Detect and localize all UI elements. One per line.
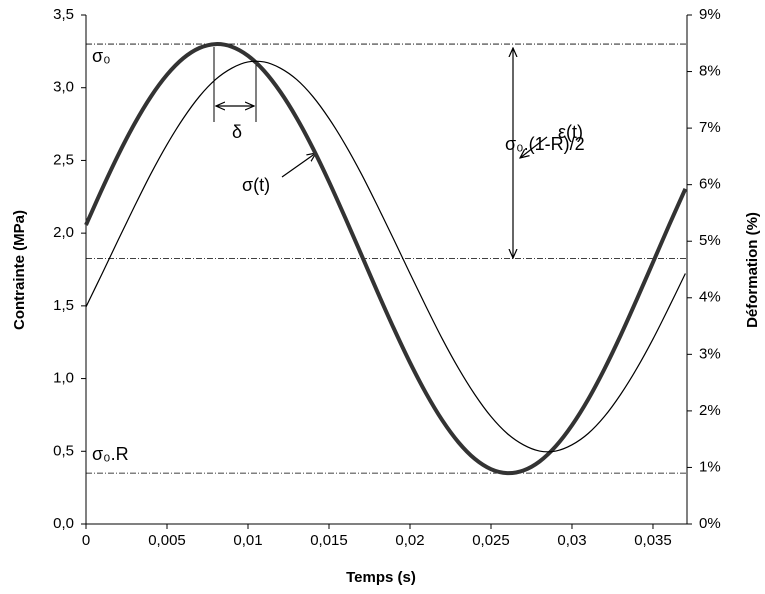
y2-axis-title: Déformation (%) <box>744 212 761 328</box>
y-axis-title: Contrainte (MPa) <box>11 210 28 330</box>
y2-tick-label: 7% <box>699 119 721 136</box>
y2-tick-label: 3% <box>699 345 721 362</box>
y-tick-label: 2,0 <box>53 224 74 241</box>
series-label: ε(t) <box>558 122 583 142</box>
series-line <box>85 60 686 453</box>
y-tick-label: 1,5 <box>53 297 74 314</box>
label-arrow <box>520 136 548 158</box>
x-tick-label: 0,035 <box>634 532 672 549</box>
y-tick-label: 1,0 <box>53 370 74 387</box>
label-arrow <box>281 153 316 178</box>
y-tick-label: 2,5 <box>53 151 74 168</box>
annotation: δ <box>232 122 242 142</box>
y2-tick-label: 9% <box>699 6 721 23</box>
x-tick-label: 0 <box>82 532 90 549</box>
x-tick-label: 0,02 <box>395 532 424 549</box>
annotation: σ₀ <box>92 46 111 66</box>
series-line <box>84 42 688 476</box>
y2-tick-label: 8% <box>699 63 721 80</box>
annotation: σ₀.R <box>92 444 129 464</box>
y-tick-label: 3,0 <box>53 79 74 96</box>
y2-tick-label: 5% <box>699 232 721 249</box>
annotation: σ₀.(1-R)/2 <box>505 134 585 154</box>
series-label: σ(t) <box>242 175 270 195</box>
y-tick-label: 0,0 <box>53 515 74 532</box>
y2-tick-label: 2% <box>699 402 721 419</box>
x-tick-label: 0,025 <box>472 532 510 549</box>
y2-tick-label: 4% <box>699 289 721 306</box>
y2-tick-label: 1% <box>699 458 721 475</box>
y2-tick-label: 6% <box>699 176 721 193</box>
x-tick-label: 0,03 <box>557 532 586 549</box>
y2-tick-label: 0% <box>699 515 721 532</box>
x-tick-label: 0,005 <box>148 532 186 549</box>
x-tick-label: 0,01 <box>233 532 262 549</box>
y-tick-label: 3,5 <box>53 6 74 23</box>
y-tick-label: 0,5 <box>53 442 74 459</box>
x-tick-label: 0,015 <box>310 532 348 549</box>
x-axis-title: Temps (s) <box>346 569 416 586</box>
